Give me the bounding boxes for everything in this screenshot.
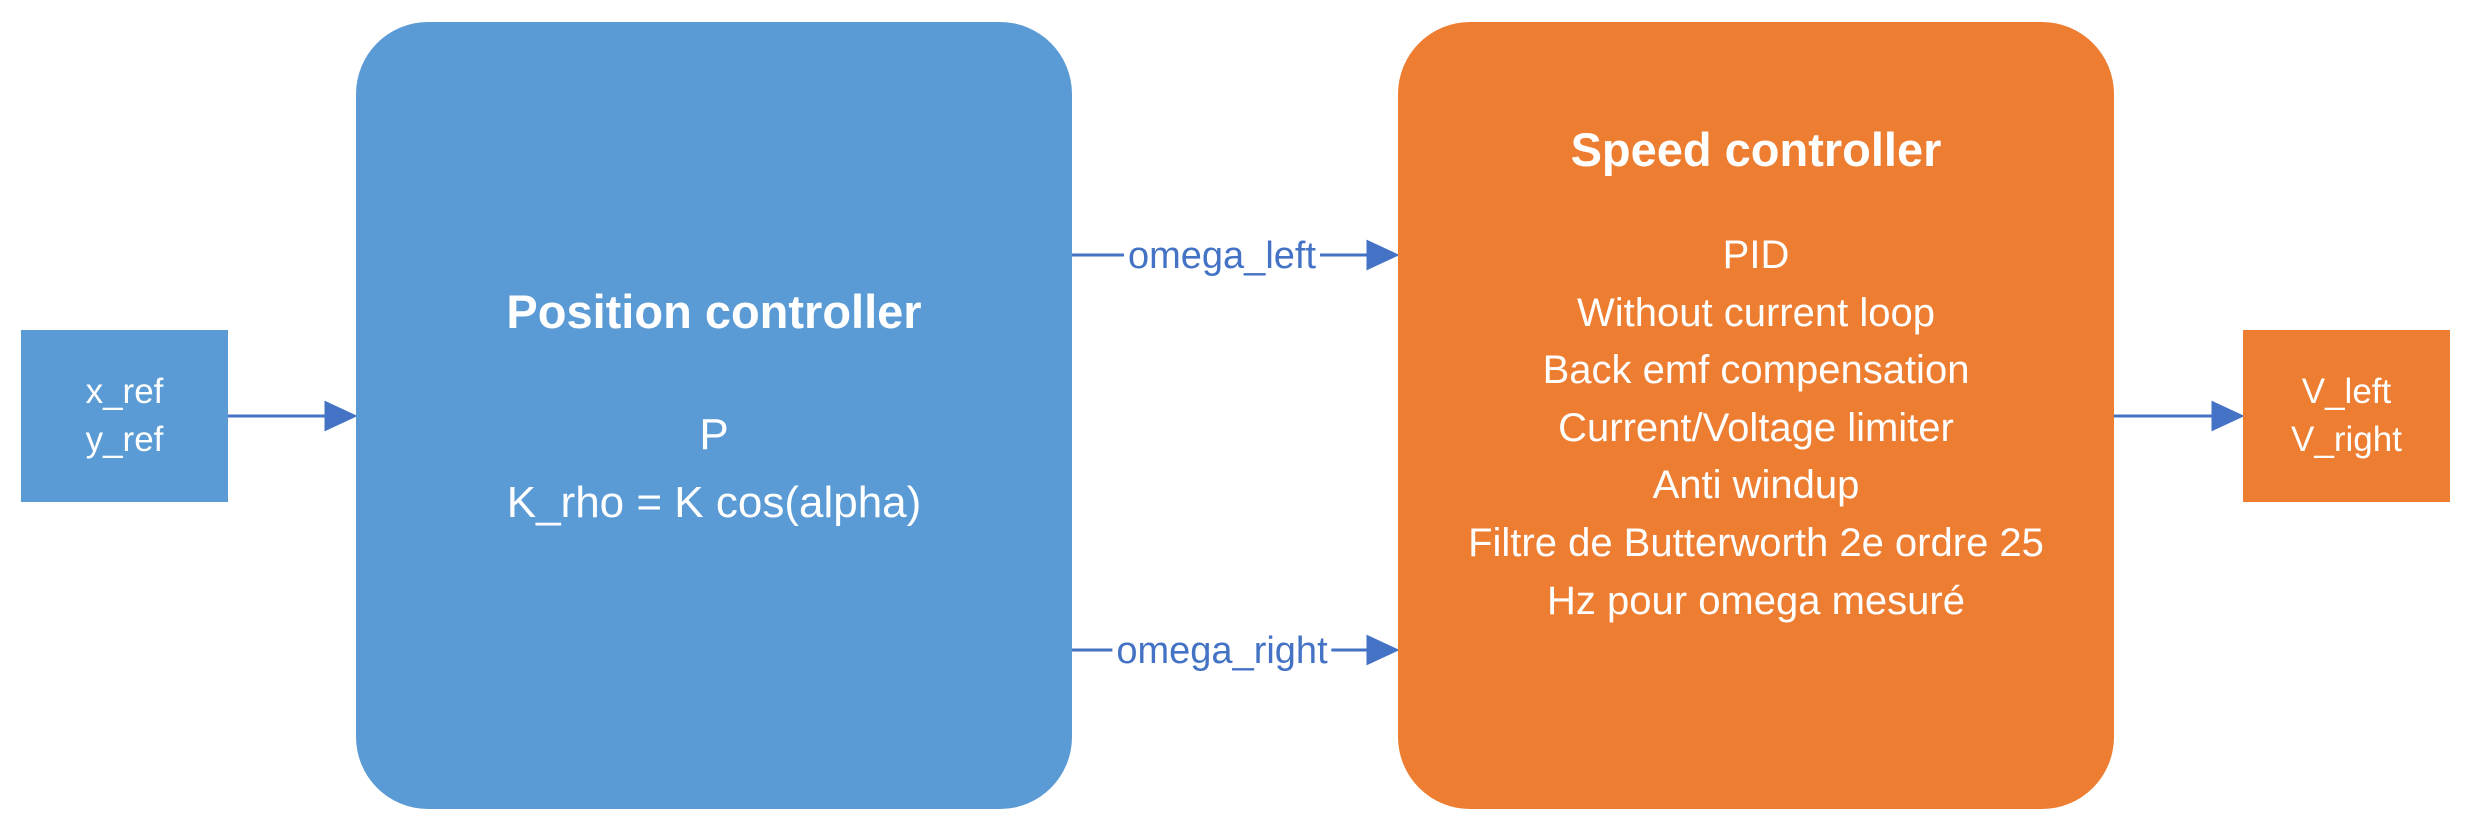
arrowhead-input-to-position: [324, 400, 358, 432]
position-controller-body: P K_rho = K cos(alpha): [507, 401, 922, 537]
output-voltage-box: V_left V_right: [2243, 330, 2450, 502]
speed-controller-line: Current/Voltage limiter: [1558, 405, 1954, 450]
output-v-left: V_left: [2301, 372, 2392, 411]
input-reference-box: x_ref y_ref: [21, 330, 228, 502]
arrowhead-omega-right: [1366, 634, 1400, 666]
signal-label-omega-right: omega_right: [1112, 629, 1332, 673]
speed-controller-line: PID: [1722, 233, 1790, 277]
position-controller-gain: K_rho = K cos(alpha): [506, 478, 922, 527]
speed-controller-line: Without current loop: [1577, 290, 1935, 335]
speed-controller-line: Hz pour omega mesuré: [1547, 578, 1965, 623]
arrowhead-speed-to-output: [2211, 400, 2245, 432]
speed-controller-line: Filtre de Butterworth 2e ordre 25: [1468, 520, 2044, 565]
arrowhead-omega-left: [1366, 239, 1400, 271]
speed-controller-title: Speed controller: [1570, 123, 1942, 176]
speed-controller-line: Back emf compensation: [1542, 348, 1970, 393]
speed-controller-line: Anti windup: [1652, 463, 1860, 508]
position-controller-block: Position controller P K_rho = K cos(alph…: [356, 22, 1072, 809]
input-y-ref: y_ref: [85, 420, 164, 459]
speed-controller-body: PID Without current loop Back emf compen…: [1436, 227, 2076, 630]
output-v-right: V_right: [2291, 420, 2402, 459]
speed-controller-block: Speed controller PID Without current loo…: [1398, 22, 2114, 809]
position-controller-type: P: [699, 410, 729, 459]
signal-label-omega-left: omega_left: [1123, 234, 1321, 278]
input-x-ref: x_ref: [85, 372, 164, 411]
position-controller-title: Position controller: [506, 285, 922, 338]
